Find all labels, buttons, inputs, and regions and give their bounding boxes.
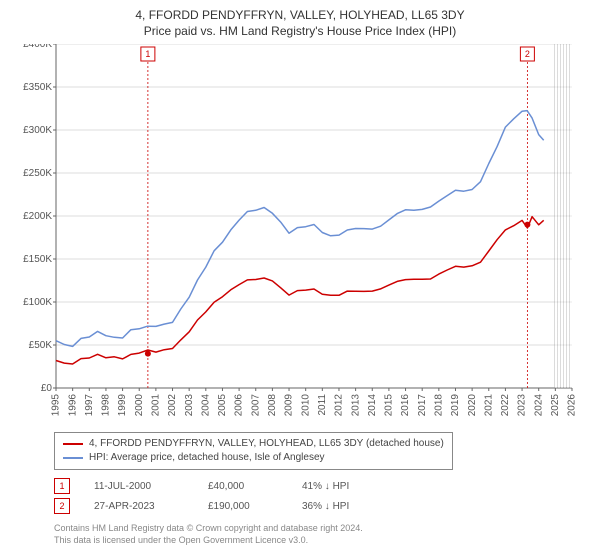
svg-text:2: 2 <box>525 49 530 59</box>
svg-text:2002: 2002 <box>167 394 178 417</box>
marker-row: 1 11-JUL-2000 £40,000 41% ↓ HPI <box>54 476 586 496</box>
svg-text:2026: 2026 <box>567 394 578 417</box>
footer-line2: This data is licensed under the Open Gov… <box>54 534 586 546</box>
marker-ratio: 41% ↓ HPI <box>302 481 372 492</box>
chart-area: £0 £50K £100K £150K £200K £250K £300K £350K £400… <box>14 44 586 424</box>
legend: 4, FFORDD PENDYFFRYN, VALLEY, HOLYHEAD, … <box>54 432 453 470</box>
svg-text:2017: 2017 <box>417 394 428 417</box>
marker-price: £190,000 <box>208 501 278 512</box>
svg-text:1997: 1997 <box>84 394 95 417</box>
svg-text:2011: 2011 <box>317 394 328 416</box>
svg-text:2020: 2020 <box>467 394 478 417</box>
marker-id-box: 1 <box>54 478 70 494</box>
svg-text:2013: 2013 <box>350 394 361 417</box>
svg-text:£250K: £250K <box>23 168 52 179</box>
svg-text:2016: 2016 <box>400 394 411 417</box>
marker-id-box: 2 <box>54 498 70 514</box>
svg-text:£200K: £200K <box>23 211 52 222</box>
svg-text:£150K: £150K <box>23 254 52 265</box>
svg-text:2004: 2004 <box>200 394 211 417</box>
svg-text:2014: 2014 <box>367 394 378 417</box>
marker-date: 27-APR-2023 <box>94 501 184 512</box>
legend-label: HPI: Average price, detached house, Isle… <box>89 451 325 465</box>
svg-text:£100K: £100K <box>23 297 52 308</box>
legend-swatch <box>63 457 83 459</box>
marker-price: £40,000 <box>208 481 278 492</box>
svg-text:2021: 2021 <box>483 394 494 417</box>
svg-text:£350K: £350K <box>23 82 52 93</box>
svg-text:2000: 2000 <box>134 394 145 417</box>
legend-swatch <box>63 443 83 445</box>
svg-text:2024: 2024 <box>533 394 544 417</box>
svg-text:2010: 2010 <box>300 394 311 417</box>
svg-text:2022: 2022 <box>500 394 511 417</box>
svg-text:2023: 2023 <box>517 394 528 417</box>
legend-row: HPI: Average price, detached house, Isle… <box>63 451 444 465</box>
svg-text:1: 1 <box>145 49 150 59</box>
svg-text:2001: 2001 <box>151 394 162 417</box>
svg-text:1999: 1999 <box>117 394 128 417</box>
svg-text:1998: 1998 <box>101 394 112 417</box>
svg-text:2006: 2006 <box>234 394 245 417</box>
svg-text:2009: 2009 <box>284 394 295 417</box>
chart-svg: £0 £50K £100K £150K £200K £250K £300K £350K £400… <box>14 44 586 424</box>
legend-row: 4, FFORDD PENDYFFRYN, VALLEY, HOLYHEAD, … <box>63 437 444 451</box>
svg-text:1995: 1995 <box>51 394 62 417</box>
footer-line1: Contains HM Land Registry data © Crown c… <box>54 522 586 534</box>
svg-text:£50K: £50K <box>29 340 53 351</box>
svg-text:2012: 2012 <box>334 394 345 417</box>
svg-text:2025: 2025 <box>550 394 561 417</box>
chart-subtitle: Price paid vs. HM Land Registry's House … <box>14 24 586 38</box>
svg-text:2015: 2015 <box>384 394 395 417</box>
marker-table: 1 11-JUL-2000 £40,000 41% ↓ HPI 2 27-APR-2023… <box>54 476 586 516</box>
marker-ratio: 36% ↓ HPI <box>302 501 372 512</box>
svg-text:2007: 2007 <box>250 394 261 417</box>
chart-title: 4, FFORDD PENDYFFRYN, VALLEY, HOLYHEAD, … <box>14 8 586 22</box>
svg-text:£300K: £300K <box>23 125 52 136</box>
svg-text:1996: 1996 <box>67 394 78 417</box>
legend-label: 4, FFORDD PENDYFFRYN, VALLEY, HOLYHEAD, … <box>89 437 444 451</box>
svg-text:2005: 2005 <box>217 394 228 417</box>
marker-row: 2 27-APR-2023 £190,000 36% ↓ HPI <box>54 496 586 516</box>
svg-text:£400K: £400K <box>23 44 52 50</box>
footer: Contains HM Land Registry data © Crown c… <box>54 522 586 546</box>
svg-text:2008: 2008 <box>267 394 278 417</box>
marker-date: 11-JUL-2000 <box>94 481 184 492</box>
svg-text:£0: £0 <box>41 383 53 394</box>
svg-text:2018: 2018 <box>433 394 444 417</box>
svg-text:2003: 2003 <box>184 394 195 417</box>
svg-text:2019: 2019 <box>450 394 461 417</box>
